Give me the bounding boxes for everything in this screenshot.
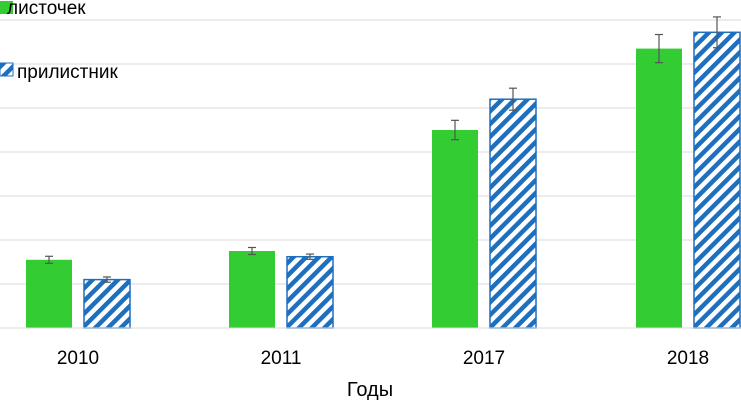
x-tick-label: 2010 (57, 348, 99, 369)
legend-swatch-solid (0, 1, 13, 14)
x-tick-label: 2018 (667, 348, 709, 369)
bar-2017-series-1 (432, 130, 478, 328)
bar-2018-series-1 (636, 48, 682, 328)
legend-label-series-2: прилистник (17, 62, 118, 83)
x-tick-labels: 2010 2011 2017 2018 (57, 348, 709, 369)
bar-2011-series-1 (229, 251, 275, 328)
legend: листочек прилистник (0, 0, 118, 83)
bar-2010-series-2 (83, 278, 131, 329)
gridlines (0, 19, 741, 285)
legend-swatch-hatched (0, 62, 14, 77)
x-tick-label: 2011 (261, 348, 302, 369)
x-tick-label: 2017 (463, 348, 505, 369)
bar-2017-series-2 (489, 98, 537, 329)
error-bars (45, 16, 721, 283)
bars (26, 31, 741, 329)
x-axis-title: Годы (347, 379, 393, 400)
bar-2011-series-2 (286, 255, 334, 329)
bar-2010-series-1 (26, 259, 72, 328)
bar-2018-series-2 (693, 31, 741, 329)
legend-label-series-1: листочек (7, 0, 86, 19)
